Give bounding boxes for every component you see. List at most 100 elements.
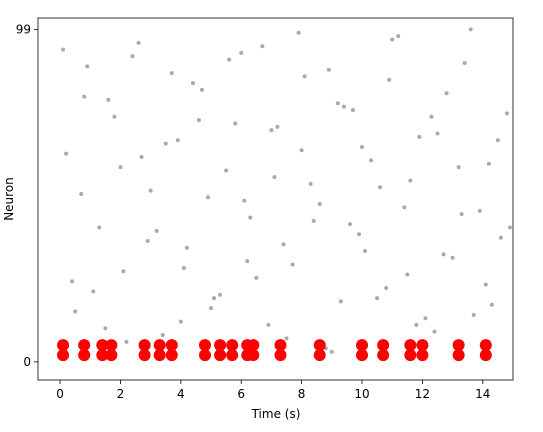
point	[209, 306, 214, 311]
point	[184, 245, 189, 250]
y-axis-label: Neuron	[2, 177, 16, 221]
point	[91, 289, 96, 294]
point	[404, 349, 417, 362]
point	[486, 161, 491, 166]
point	[489, 302, 494, 307]
point	[61, 47, 66, 52]
point	[78, 349, 91, 362]
point	[459, 212, 464, 217]
point	[85, 64, 90, 69]
point	[218, 292, 223, 297]
point	[477, 208, 482, 213]
plot-frame	[37, 17, 514, 381]
point	[450, 255, 455, 260]
point	[377, 349, 390, 362]
point	[468, 27, 473, 32]
point	[356, 339, 369, 352]
point	[378, 185, 383, 190]
point	[178, 319, 183, 324]
point	[272, 175, 277, 180]
point	[296, 30, 301, 35]
point	[96, 339, 109, 352]
point	[153, 349, 166, 362]
point	[495, 138, 500, 143]
point	[483, 282, 488, 287]
point	[245, 259, 250, 264]
point	[196, 118, 201, 123]
point	[247, 339, 260, 352]
point	[275, 124, 280, 129]
point	[233, 121, 238, 126]
point	[350, 108, 355, 113]
point	[274, 339, 287, 352]
point	[165, 339, 178, 352]
point	[313, 349, 326, 362]
point	[313, 339, 326, 352]
y-tick-label: 0	[23, 355, 31, 369]
point	[311, 218, 316, 223]
point	[479, 349, 492, 362]
point	[121, 269, 126, 274]
point	[224, 168, 229, 173]
point	[360, 144, 365, 149]
x-tick-label: 4	[177, 387, 185, 401]
point	[417, 134, 422, 139]
point	[198, 339, 211, 352]
point	[416, 349, 429, 362]
point	[190, 81, 195, 86]
point	[274, 349, 287, 362]
point	[138, 339, 151, 352]
point	[148, 188, 153, 193]
point	[302, 74, 307, 79]
point	[169, 71, 174, 76]
point	[226, 349, 239, 362]
x-tick-label: 10	[354, 387, 369, 401]
y-tick-label: 99	[16, 22, 31, 36]
point	[103, 326, 108, 331]
point	[212, 296, 217, 301]
point	[57, 339, 70, 352]
point	[96, 349, 109, 362]
point	[326, 67, 331, 72]
point	[153, 339, 166, 352]
point	[479, 339, 492, 352]
point	[356, 232, 361, 237]
point	[456, 165, 461, 170]
point	[290, 262, 295, 267]
point	[423, 316, 428, 321]
point	[226, 339, 239, 352]
point	[165, 349, 178, 362]
point	[429, 114, 434, 119]
point	[498, 235, 503, 240]
point	[281, 242, 286, 247]
point	[118, 165, 123, 170]
point	[432, 329, 437, 334]
point	[97, 225, 102, 230]
x-tick-label: 0	[56, 387, 64, 401]
point	[139, 155, 144, 160]
point	[163, 141, 168, 146]
point	[329, 349, 334, 354]
point	[452, 349, 465, 362]
x-tick-label: 8	[298, 387, 306, 401]
point	[471, 312, 476, 317]
point	[247, 349, 260, 362]
point	[284, 336, 289, 341]
point	[260, 44, 265, 49]
point	[435, 131, 440, 136]
point	[136, 40, 141, 45]
point	[175, 138, 180, 143]
point	[239, 50, 244, 55]
point	[387, 77, 392, 82]
x-tick-label: 2	[117, 387, 125, 401]
point	[112, 114, 117, 119]
point	[160, 333, 165, 338]
point	[377, 339, 390, 352]
point	[356, 349, 369, 362]
point	[444, 91, 449, 96]
point	[441, 252, 446, 257]
point	[181, 265, 186, 270]
point	[73, 309, 78, 314]
point	[106, 97, 111, 102]
point	[338, 299, 343, 304]
